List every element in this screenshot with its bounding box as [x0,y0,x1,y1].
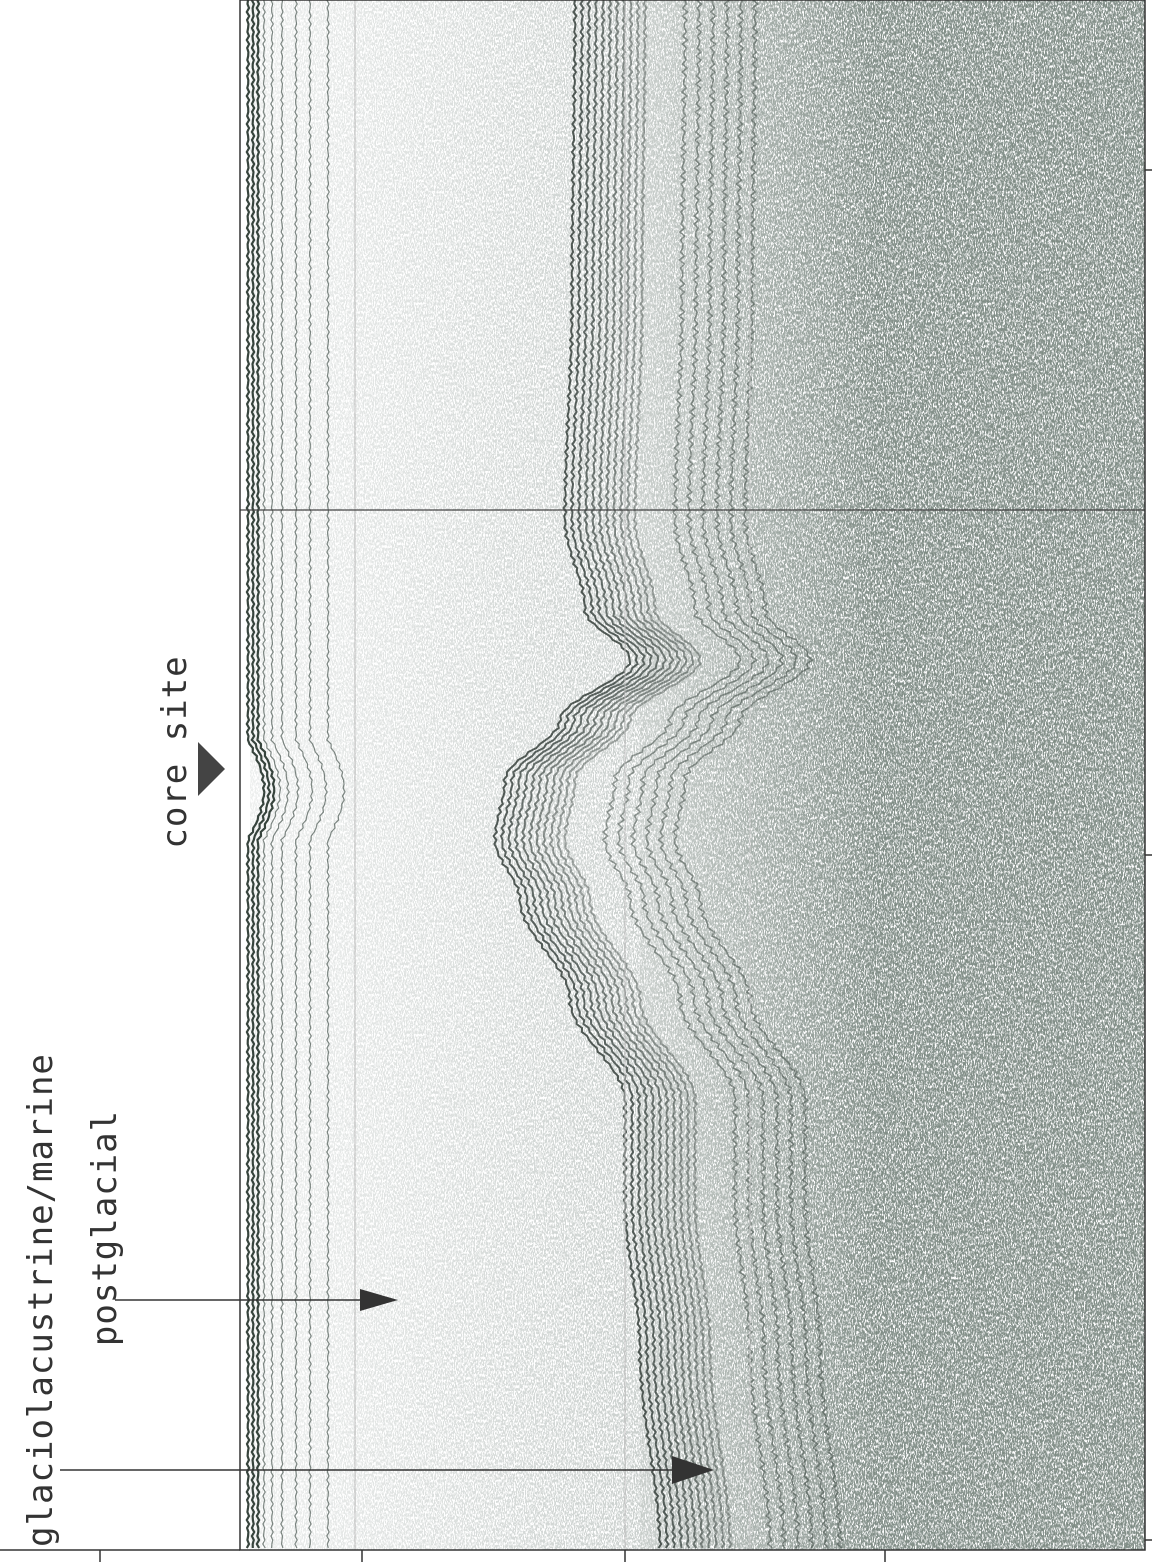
label: postglacial [85,1110,125,1346]
core-site-marker [198,742,225,796]
seismic-figure: glaciolacustrine/marine postglacial core… [0,0,1152,1562]
page: {"annotations": {"glaciolacustrine": "gl… [0,0,1152,1562]
label: glaciolacustrine/marine [21,1053,61,1547]
noise-fade [250,0,1145,1550]
label: core site [155,655,195,848]
